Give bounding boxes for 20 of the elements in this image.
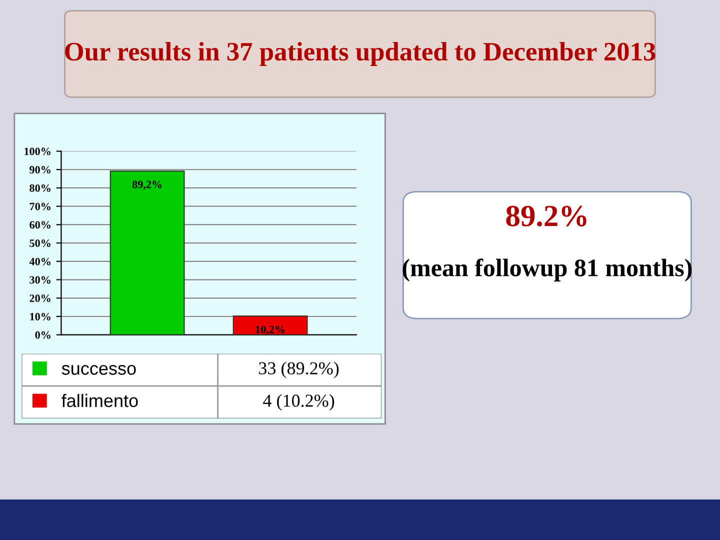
- y-tick-label: 70%: [30, 202, 50, 210]
- text: 89,2%: [132, 180, 162, 190]
- y-tick-label: 0%: [35, 331, 50, 339]
- y-tick-label: 80%: [30, 184, 50, 192]
- text: (mean followup 81 months): [402, 258, 692, 282]
- chart-title: Our results in 37 patients updated to December 2013: [65, 42, 656, 66]
- legend-label: successo: [62, 364, 136, 375]
- y-tick-label: 90%: [30, 166, 50, 174]
- y-tick-label: 40%: [29, 258, 50, 266]
- legend-label: fallimento: [62, 394, 138, 408]
- y-tick-label: 20%: [30, 294, 50, 302]
- text: 10,2%: [256, 326, 285, 335]
- text: 4 (10.2%): [263, 394, 334, 410]
- y-tick-label: 60%: [30, 221, 50, 229]
- y-tick-label: 50%: [30, 239, 50, 247]
- y-tick-label: 100%: [24, 148, 50, 156]
- text: 89.2%: [506, 206, 586, 226]
- text: 33 (89.2%): [259, 362, 339, 378]
- y-tick-label: 10%: [30, 312, 50, 320]
- y-tick-label: 30%: [30, 276, 50, 284]
